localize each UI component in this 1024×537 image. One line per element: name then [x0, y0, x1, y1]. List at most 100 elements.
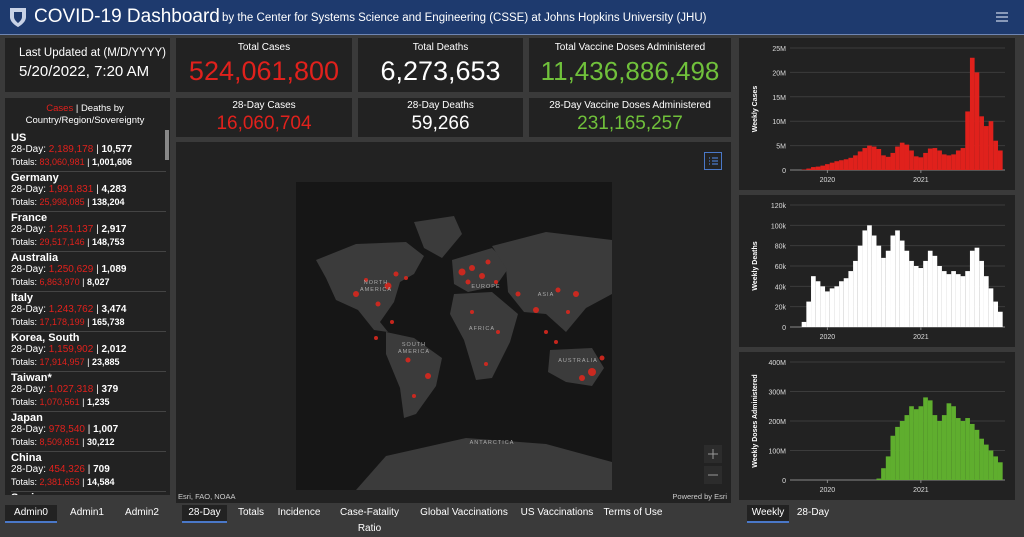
map-label: ASIA: [538, 292, 555, 298]
bar: [886, 251, 891, 327]
y-tick-label: 200M: [768, 419, 786, 426]
total-deaths: 1,001,606: [92, 157, 132, 167]
last-updated-value: 5/20/2022, 7:20 AM: [19, 63, 149, 80]
day-line: 28-Day: 2,189,178 | 10,577: [11, 144, 166, 156]
map-label: SOUTH: [402, 342, 426, 348]
tab[interactable]: US Vaccinations: [516, 505, 598, 521]
bar: [947, 155, 952, 170]
bar: [956, 418, 961, 480]
tab[interactable]: Terms of Use: [602, 505, 664, 521]
bar: [816, 281, 821, 327]
bar: [834, 161, 839, 170]
total-line: Totals: 1,070,561 | 1,235: [11, 396, 166, 408]
bar: [947, 403, 952, 480]
day-label: 28-Day:: [11, 224, 46, 235]
separator: |: [82, 437, 84, 447]
y-tick-label: 0: [782, 325, 786, 332]
stat-box: Total Deaths 6,273,653: [358, 38, 523, 92]
separator: |: [87, 237, 89, 247]
total-cases: 6,863,970: [40, 277, 80, 287]
stat-value: 231,165,257: [529, 113, 731, 135]
bar: [961, 276, 966, 327]
bar: [965, 418, 970, 480]
total-line: Totals: 17,178,199 | 165,738: [11, 316, 166, 328]
bar: [806, 302, 811, 327]
zoom-out[interactable]: [704, 466, 722, 484]
tab[interactable]: Totals: [231, 505, 271, 521]
tab[interactable]: Admin1: [61, 505, 113, 521]
day-label: 28-Day:: [11, 384, 46, 395]
total-deaths: 14,584: [87, 477, 115, 487]
country-name: Italy: [11, 292, 166, 304]
country-name: US: [11, 132, 166, 144]
stat-value: 59,266: [358, 113, 523, 135]
total-line: Totals: 8,509,851 | 30,212: [11, 436, 166, 448]
y-tick-label: 120k: [771, 203, 787, 210]
legend-button[interactable]: [704, 152, 722, 170]
stat-label: 28-Day Deaths: [358, 100, 523, 111]
separator: |: [87, 317, 89, 327]
stat-label: Total Deaths: [358, 42, 523, 53]
tab[interactable]: Case-Fatality Ratio: [327, 505, 412, 521]
bar: [890, 436, 895, 480]
day-line: 28-Day: 1,991,831 | 4,283: [11, 184, 166, 196]
tab[interactable]: Incidence: [275, 505, 323, 521]
y-tick-label: 100M: [768, 449, 786, 456]
day-line: 28-Day: 1,159,902 | 2,012: [11, 344, 166, 356]
bar: [989, 121, 994, 170]
bar: [984, 445, 989, 480]
tab[interactable]: Global Vaccinations: [416, 505, 512, 521]
tab[interactable]: 28-Day: [793, 505, 833, 521]
total-cases: 2,381,653: [40, 477, 80, 487]
tab[interactable]: Admin0: [5, 505, 57, 523]
separator: |: [88, 424, 91, 435]
zoom-in[interactable]: [704, 445, 722, 463]
bar: [970, 424, 975, 480]
bar: [895, 427, 900, 480]
country-name: Australia: [11, 252, 166, 264]
day-line: 28-Day: 1,251,137 | 2,917: [11, 224, 166, 236]
bar: [876, 149, 881, 170]
stat-box: 28-Day Vaccine Doses Administered 231,16…: [529, 98, 731, 137]
y-tick-label: 100k: [771, 223, 787, 230]
total-line: Totals: 25,998,085 | 138,204: [11, 196, 166, 208]
y-tick-label: 0: [782, 478, 786, 485]
separator: |: [82, 397, 84, 407]
bar: [989, 451, 994, 481]
total-label: Totals:: [11, 317, 37, 327]
y-axis-label: Weekly Cases: [752, 86, 759, 133]
bar: [876, 246, 881, 327]
bar: [844, 278, 849, 327]
x-tick-label: 2020: [820, 487, 836, 494]
tab[interactable]: 28-Day: [182, 505, 227, 523]
day-line: 28-Day: 978,540 | 1,007: [11, 424, 166, 436]
y-tick-label: 10M: [772, 119, 786, 126]
bar: [853, 155, 858, 170]
bar: [905, 415, 910, 480]
tab[interactable]: Weekly: [747, 505, 789, 523]
separator: |: [96, 224, 99, 235]
day-line: 28-Day: 454,326 | 709: [11, 464, 166, 476]
bar: [914, 409, 919, 480]
day-deaths: 1,089: [101, 264, 126, 275]
bar: [998, 312, 1003, 327]
tab[interactable]: Admin2: [117, 505, 167, 521]
bar: [928, 251, 933, 327]
y-tick-label: 20M: [772, 70, 786, 77]
menu-button[interactable]: [996, 11, 1008, 23]
country-entry: Spain: [11, 492, 166, 495]
day-cases: 2,189,178: [49, 144, 94, 155]
bar: [886, 157, 891, 170]
total-label: Totals:: [11, 437, 37, 447]
day-deaths: 4,283: [101, 184, 126, 195]
bar: [951, 154, 956, 170]
bar: [900, 421, 905, 480]
bar: [970, 58, 975, 170]
bar: [923, 397, 928, 480]
total-deaths: 165,738: [92, 317, 125, 327]
